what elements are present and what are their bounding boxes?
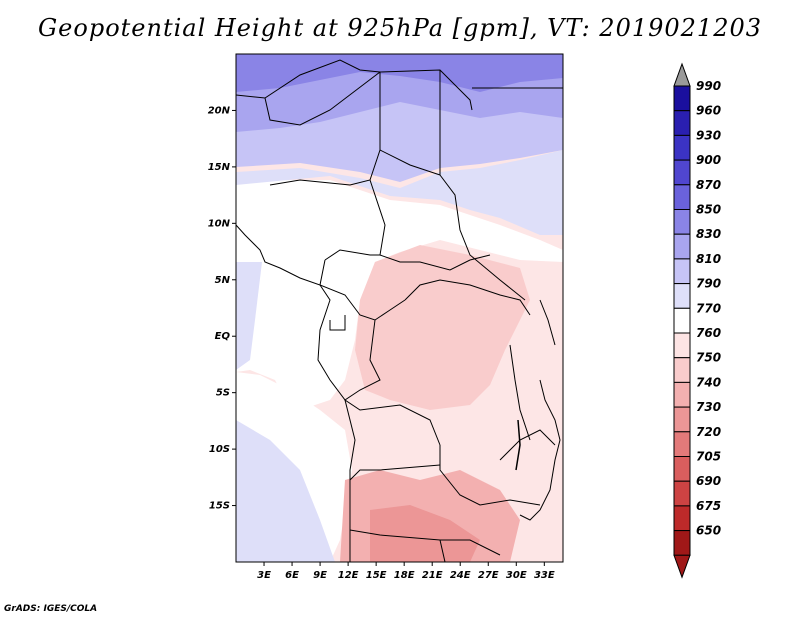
field-lightblue-west xyxy=(236,262,262,370)
colorbar-label: 930 xyxy=(696,128,721,142)
colorbar-label: 690 xyxy=(696,474,721,488)
lon-tick-label: 6E xyxy=(285,570,299,581)
lat-tick-label: 10N xyxy=(208,218,231,229)
colorbar-swatch xyxy=(673,184,691,211)
geopotential-field xyxy=(236,54,563,562)
latitude-axis: 20N 15N 10N 5N EQ 5S 10S 15S xyxy=(208,105,236,512)
colorbar-swatch xyxy=(673,332,691,359)
colorbar-label: 760 xyxy=(696,326,721,340)
colorbar-swatch xyxy=(673,283,691,309)
grads-credit: GrADS: IGES/COLA xyxy=(4,604,98,614)
colorbar-swatch xyxy=(673,307,691,334)
field-white-region xyxy=(236,180,563,410)
lon-tick-label: 30E xyxy=(506,570,527,581)
colorbar-swatch xyxy=(673,85,691,112)
colorbar-label: 720 xyxy=(696,425,721,439)
colorbar-label: 770 xyxy=(696,301,721,315)
field-pink-central xyxy=(355,245,530,410)
lat-tick-label: 20N xyxy=(208,105,231,116)
colorbar-swatch xyxy=(673,505,691,532)
colorbar: 990 960 930 900 870 850 830 810 790 770 760 750 740 7… xyxy=(673,62,721,579)
colorbar-swatch xyxy=(673,406,691,433)
colorbar-label: 870 xyxy=(696,178,721,192)
colorbar-label: 650 xyxy=(696,524,721,538)
colorbar-label: 830 xyxy=(696,227,721,241)
field-lightblue-southwest xyxy=(236,420,335,562)
lon-tick-label: 12E xyxy=(338,570,359,581)
lon-tick-label: 15E xyxy=(366,570,387,581)
colorbar-label: 960 xyxy=(696,104,721,118)
coastlines xyxy=(236,224,561,562)
colorbar-label: 730 xyxy=(696,400,721,414)
colorbar-swatch xyxy=(673,159,691,186)
colorbar-swatch xyxy=(673,530,691,556)
colorbar-label: 750 xyxy=(696,351,721,365)
colorbar-label: 900 xyxy=(696,153,721,167)
colorbar-swatch xyxy=(673,209,691,235)
colorbar-label: 675 xyxy=(696,499,721,513)
lon-tick-label: 33E xyxy=(534,570,555,581)
colorbar-swatch xyxy=(673,456,691,482)
lon-tick-label: 27E xyxy=(478,570,499,581)
field-purple-top xyxy=(236,54,563,92)
lon-tick-label: 24E xyxy=(450,570,471,581)
longitude-axis: 3E 6E 9E 12E 15E 18E 21E 24E 27E 30E 33E xyxy=(257,562,555,581)
country-borders xyxy=(236,59,563,562)
map-frame xyxy=(235,53,564,563)
lat-tick-label: 5N xyxy=(215,275,231,286)
colorbar-label: 705 xyxy=(696,450,721,464)
lon-tick-label: 9E xyxy=(313,570,327,581)
colorbar-swatch xyxy=(673,431,691,457)
field-lightblue-north xyxy=(236,150,563,235)
colorbar-label: 810 xyxy=(696,252,721,266)
colorbar-swatch xyxy=(673,110,691,136)
lon-tick-label: 3E xyxy=(257,570,271,581)
colorbar-label: 990 xyxy=(696,79,721,93)
colorbar-swatch xyxy=(673,480,691,507)
colorbar-swatch xyxy=(673,233,691,260)
lat-tick-label: 10S xyxy=(209,444,230,455)
colorbar-label: 850 xyxy=(696,203,721,217)
lat-tick-label: EQ xyxy=(215,331,231,342)
colorbar-label: 790 xyxy=(696,277,721,291)
colorbar-swatch xyxy=(673,381,691,408)
colorbar-swatch xyxy=(673,258,691,285)
colorbar-swatch xyxy=(673,357,691,383)
colorbar-bottom-arrow xyxy=(673,554,691,579)
chart-title: Geopotential Height at 925hPa [gpm], VT:… xyxy=(38,14,762,42)
lat-tick-label: 5S xyxy=(216,388,230,399)
field-pink-core xyxy=(370,505,480,562)
lat-tick-label: 15N xyxy=(208,162,231,173)
lat-tick-label: 15S xyxy=(209,501,230,512)
colorbar-top-arrow xyxy=(673,62,691,87)
lon-tick-label: 18E xyxy=(394,570,415,581)
lon-tick-label: 21E xyxy=(422,570,443,581)
colorbar-swatch xyxy=(673,134,691,161)
colorbar-label: 740 xyxy=(696,375,721,389)
